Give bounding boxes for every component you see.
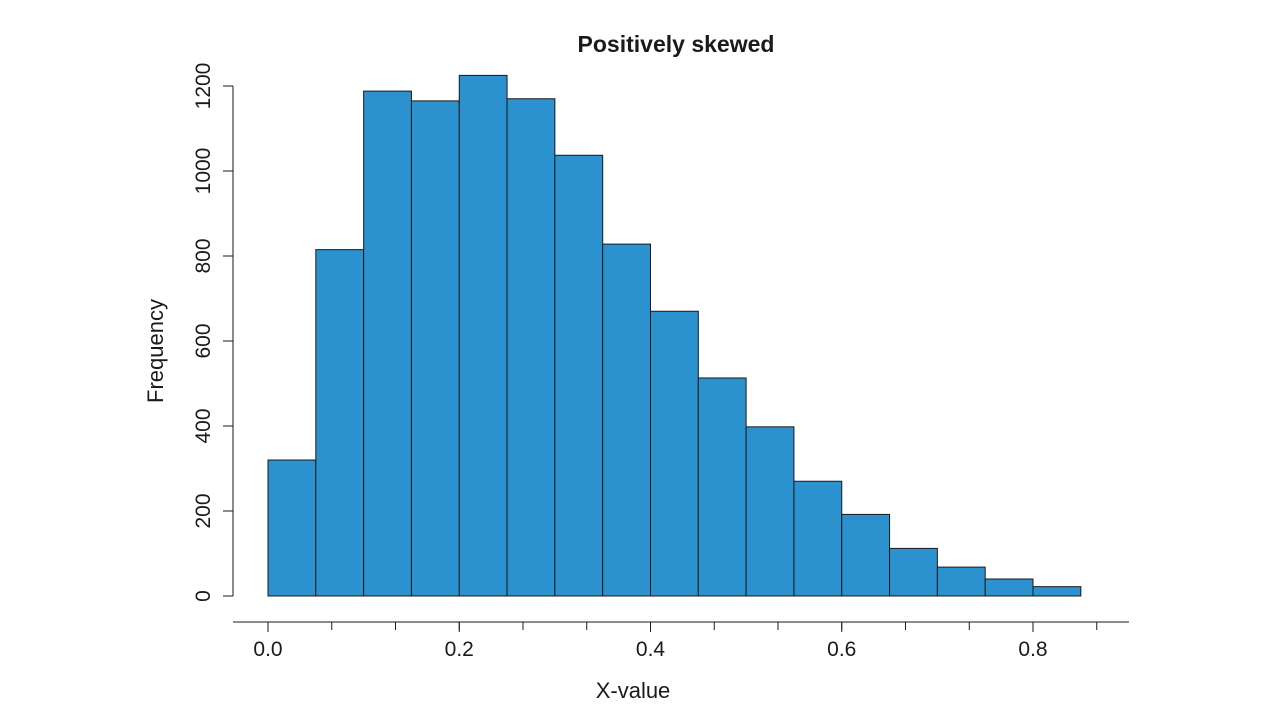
y-tick-label: 400 xyxy=(192,408,215,443)
x-axis-label: X-value xyxy=(596,678,671,703)
histogram-bar xyxy=(554,154,604,597)
histogram-bar xyxy=(267,459,317,597)
y-tick-label: 200 xyxy=(192,493,215,528)
y-tick-label: 1200 xyxy=(192,63,215,110)
y-tick-label: 1000 xyxy=(192,148,215,195)
histogram-bar xyxy=(650,310,699,597)
x-tick-label: 0.0 xyxy=(253,638,282,661)
histogram-bar xyxy=(363,90,412,597)
x-tick-label: 0.6 xyxy=(827,638,856,661)
histogram-bar xyxy=(984,578,1034,597)
y-axis: 0 200 400 600 800 1000 1200 xyxy=(192,63,234,602)
histogram-bar xyxy=(506,98,556,597)
histogram-bar xyxy=(410,100,460,597)
y-axis-label: Frequency xyxy=(143,299,168,403)
histogram-bar xyxy=(697,377,747,597)
y-tick-label: 600 xyxy=(192,323,215,358)
histogram-bar xyxy=(1032,586,1082,597)
x-axis: 0.0 0.2 0.4 0.6 0.8 xyxy=(233,621,1129,661)
x-tick-label: 0.2 xyxy=(445,638,474,661)
histogram-bar xyxy=(458,74,508,597)
histogram-bar xyxy=(315,249,365,597)
histogram-bar xyxy=(745,426,795,597)
x-tick-label: 0.8 xyxy=(1018,638,1047,661)
bars-group xyxy=(267,74,1082,597)
chart-title: Positively skewed xyxy=(578,31,775,57)
histogram-bar xyxy=(889,547,938,597)
histogram-bar xyxy=(793,480,843,597)
y-tick-label: 800 xyxy=(192,238,215,273)
histogram-bar xyxy=(841,513,891,597)
histogram-bar xyxy=(936,566,986,597)
x-tick-label: 0.4 xyxy=(636,638,666,661)
y-tick-label: 0 xyxy=(192,590,215,602)
histogram-bar xyxy=(602,243,651,597)
